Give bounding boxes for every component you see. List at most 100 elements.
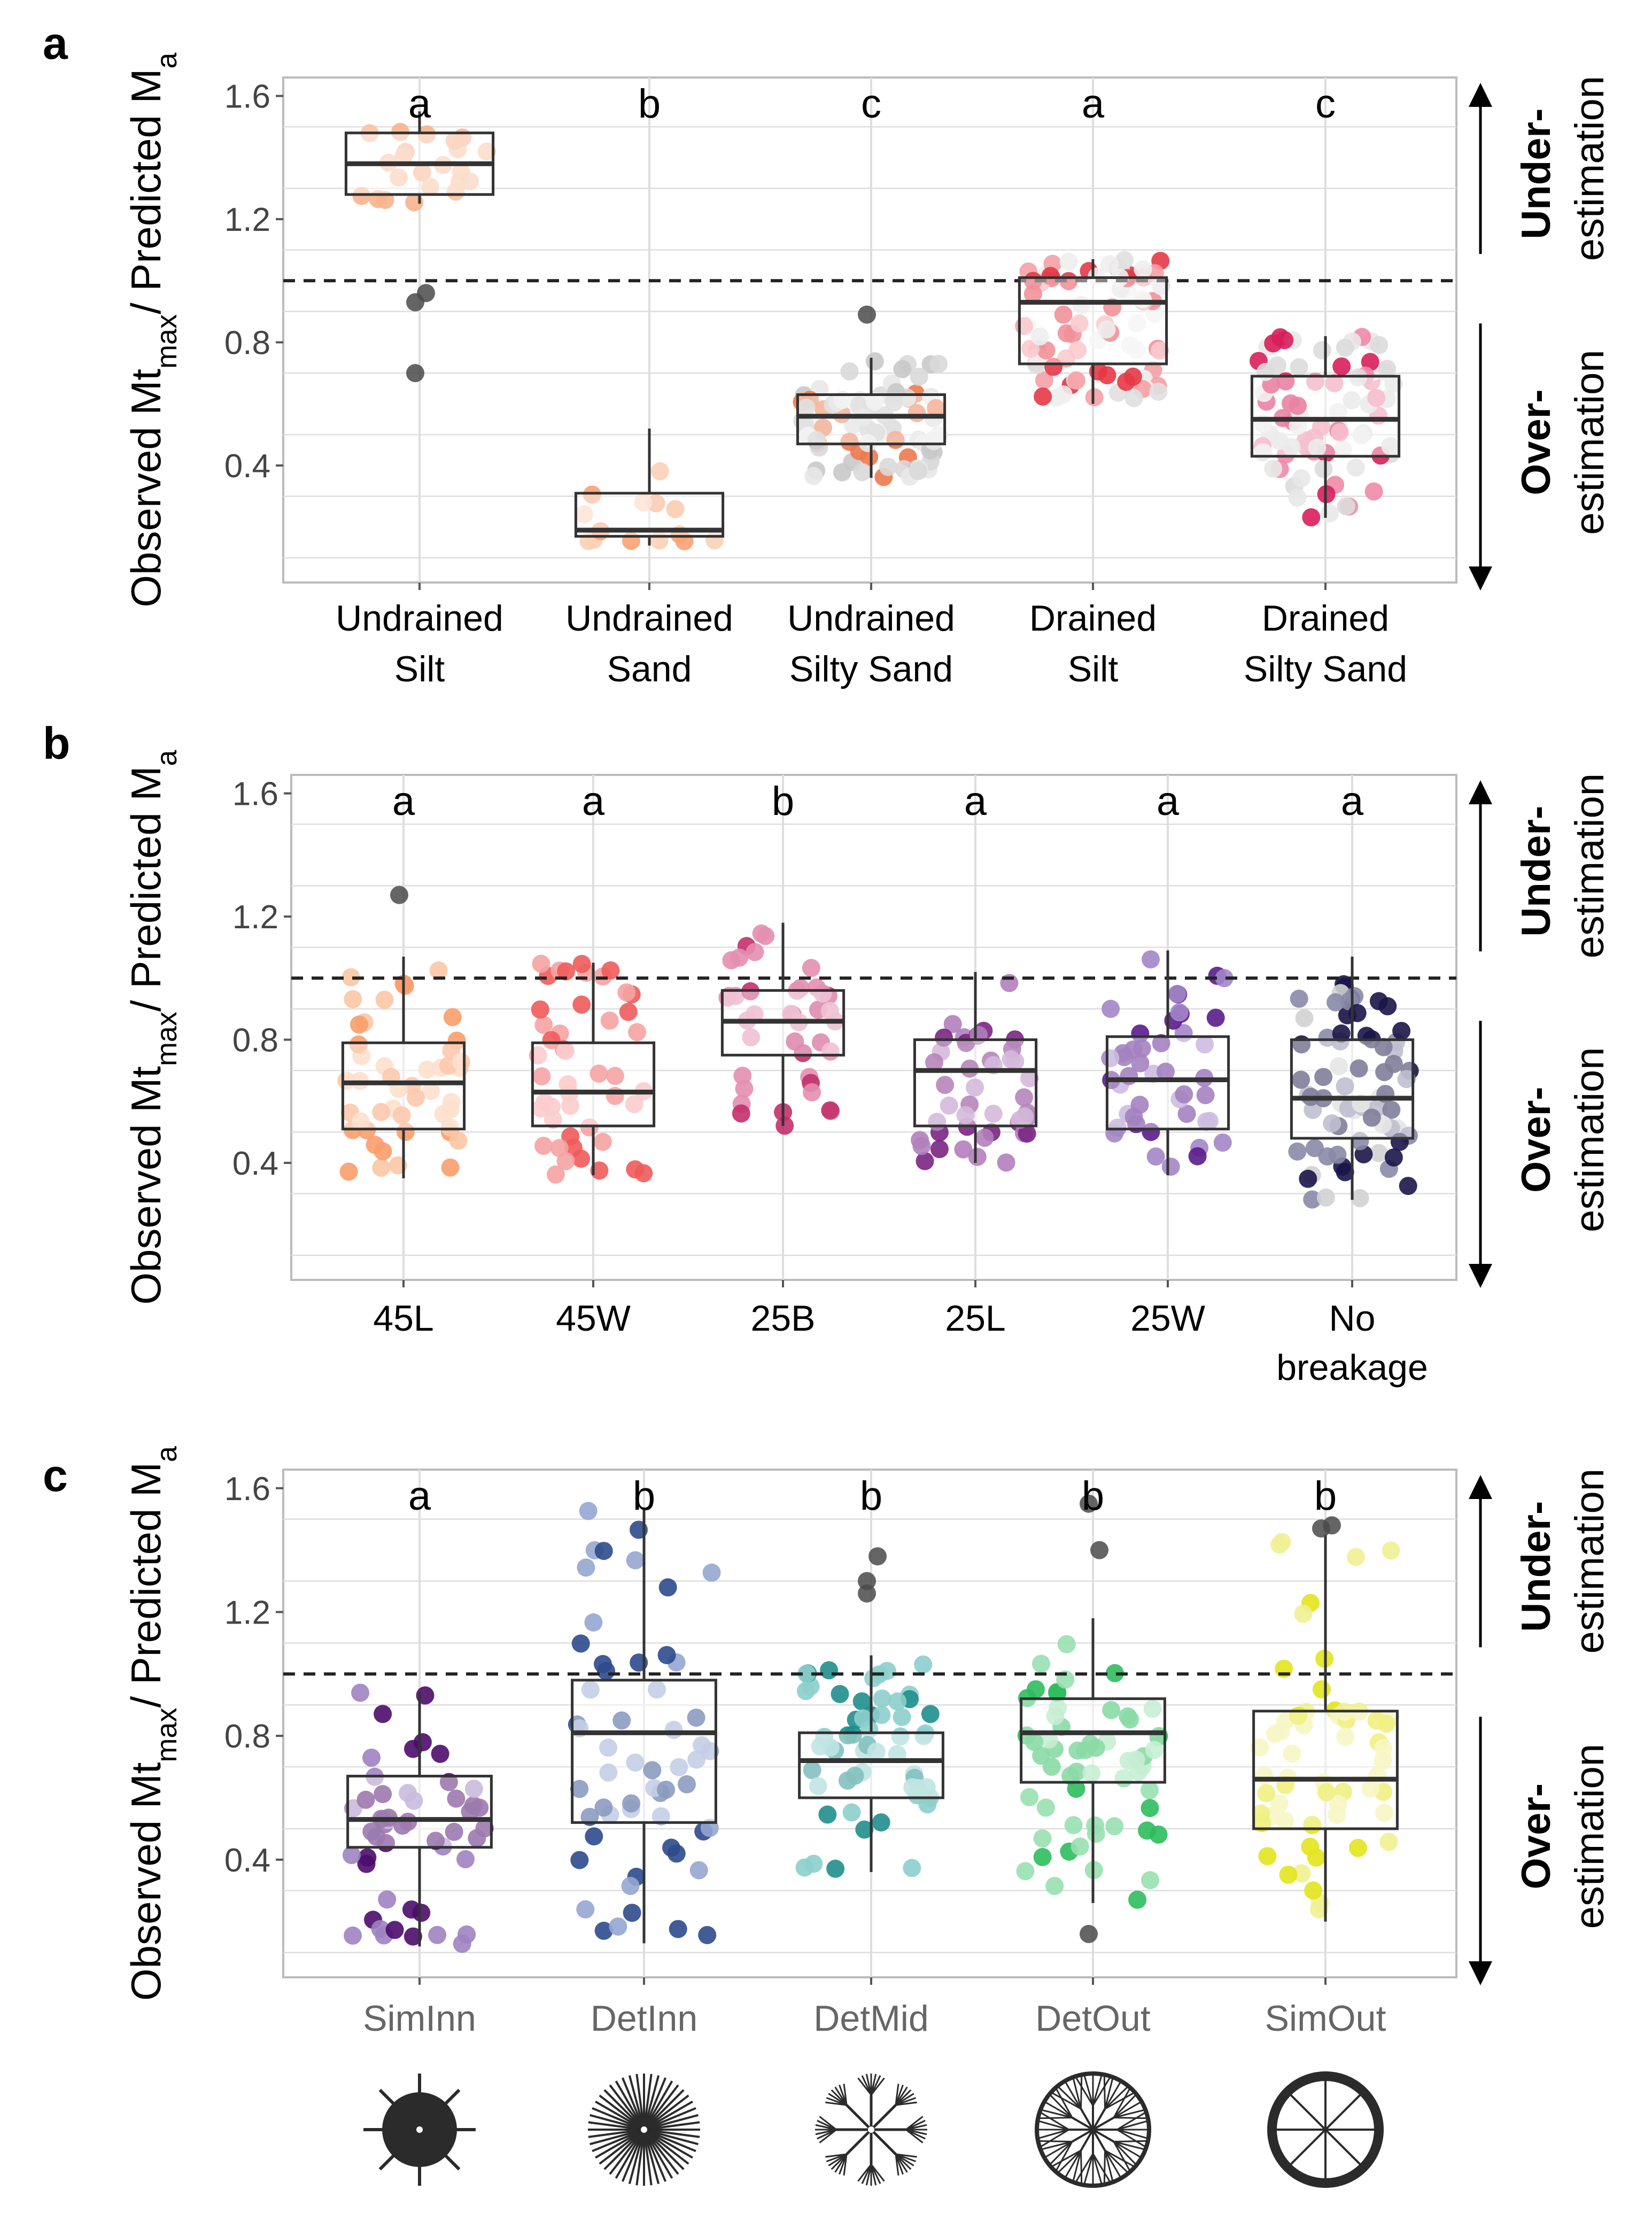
- hub-dot: [641, 2126, 647, 2133]
- data-point: [930, 1140, 949, 1159]
- sub-spoke: [1037, 2119, 1069, 2131]
- data-point: [1347, 1548, 1365, 1566]
- data-point: [1283, 1744, 1301, 1763]
- panel-letter: b: [43, 718, 70, 768]
- data-point: [1251, 1738, 1269, 1757]
- spoke: [1324, 2129, 1362, 2166]
- significance-letter: a: [582, 779, 605, 824]
- over-label-bold: Over-: [1514, 1086, 1559, 1193]
- data-point: [648, 1680, 666, 1699]
- spoke: [628, 2075, 645, 2130]
- data-point: [1361, 353, 1379, 371]
- data-point: [1374, 1751, 1392, 1770]
- sub-spoke: [1104, 2150, 1122, 2179]
- data-point: [583, 485, 601, 504]
- data-point: [1100, 255, 1119, 274]
- y-tick-label: 1.6: [232, 776, 278, 813]
- data-point: [1346, 458, 1365, 477]
- data-point: [1367, 389, 1386, 407]
- data-point: [657, 1781, 676, 1799]
- spoke: [609, 2084, 645, 2131]
- sub-spoke: [1104, 2085, 1129, 2110]
- data-point: [534, 1137, 553, 1155]
- data-point: [887, 383, 905, 401]
- y-axis-title-main: Observed Mt: [122, 1762, 169, 2001]
- data-point: [599, 1763, 618, 1782]
- spoke: [1092, 2129, 1114, 2143]
- data-point: [1175, 1085, 1193, 1104]
- data-point: [921, 1705, 940, 1723]
- data-point: [1308, 438, 1327, 457]
- data-point: [954, 1140, 973, 1159]
- arrow-up-icon: [1469, 780, 1492, 804]
- data-point: [372, 1159, 391, 1177]
- data-point: [449, 1131, 468, 1150]
- data-point: [1264, 334, 1283, 353]
- data-point: [667, 1844, 686, 1863]
- data-point: [1152, 1034, 1170, 1053]
- data-point: [378, 1890, 397, 1909]
- data-point: [775, 1116, 794, 1135]
- spoke: [595, 2129, 645, 2159]
- data-point: [1117, 372, 1136, 391]
- data-point: [1036, 1798, 1055, 1817]
- data-point: [865, 352, 884, 371]
- data-point: [441, 1118, 459, 1137]
- data-point: [746, 943, 764, 961]
- data-point: [590, 1064, 608, 1083]
- data-point: [429, 961, 448, 980]
- spoke: [599, 2094, 645, 2131]
- data-point: [1032, 1746, 1051, 1765]
- data-point: [1295, 1009, 1314, 1028]
- chart-panel-c: 0.4 0.8 1.2 1.6 a SimInn b DetInn b DetMid b DetOut…: [43, 1446, 1612, 2039]
- data-point: [1302, 508, 1321, 526]
- arrow-down-icon: [1469, 1961, 1492, 1985]
- data-point: [943, 1015, 962, 1034]
- data-point: [893, 1707, 911, 1726]
- data-point: [452, 162, 470, 181]
- data-point: [546, 1165, 565, 1184]
- data-point: [556, 1042, 575, 1060]
- sub-spoke: [1113, 2141, 1137, 2166]
- data-point: [441, 1158, 460, 1177]
- data-point: [1016, 1862, 1035, 1881]
- data-point: [1264, 460, 1283, 478]
- y-axis-title-sub: max: [151, 314, 183, 369]
- sub-spoke: [1113, 2101, 1142, 2118]
- data-point: [571, 1634, 590, 1653]
- data-point: [872, 1706, 891, 1724]
- data-point: [1313, 341, 1331, 360]
- data-point: [1348, 1838, 1367, 1857]
- data-point: [1320, 504, 1339, 523]
- spoke: [615, 2080, 645, 2131]
- x-tick-label: breakage: [1276, 1347, 1428, 1388]
- data-point: [1314, 460, 1333, 478]
- data-point: [1108, 1119, 1127, 1137]
- sub-spoke: [1113, 2109, 1146, 2118]
- data-point: [1213, 1133, 1232, 1152]
- sub-spoke: [1039, 2111, 1069, 2131]
- data-point: [475, 1819, 494, 1838]
- data-point: [818, 1805, 837, 1824]
- data-point: [1374, 1739, 1393, 1758]
- sub-spoke: [825, 2153, 847, 2158]
- spoke: [592, 2129, 645, 2153]
- data-point: [852, 1692, 871, 1711]
- data-point: [1068, 341, 1087, 360]
- rim: [1267, 2071, 1384, 2188]
- data-point: [477, 142, 496, 161]
- data-point: [1329, 403, 1347, 422]
- data-point: [1020, 1788, 1038, 1806]
- x-tick-label: Undrained: [336, 598, 503, 639]
- sub-spoke: [1074, 2076, 1094, 2106]
- spoke: [1080, 2108, 1094, 2130]
- data-point: [349, 1035, 368, 1054]
- data-point: [911, 1131, 929, 1150]
- data-point: [879, 457, 897, 476]
- significance-letter: b: [638, 81, 661, 127]
- data-point: [1314, 1068, 1333, 1086]
- sub-spoke: [870, 2077, 885, 2095]
- significance-letter: b: [1314, 1473, 1337, 1519]
- data-point: [1033, 1847, 1052, 1866]
